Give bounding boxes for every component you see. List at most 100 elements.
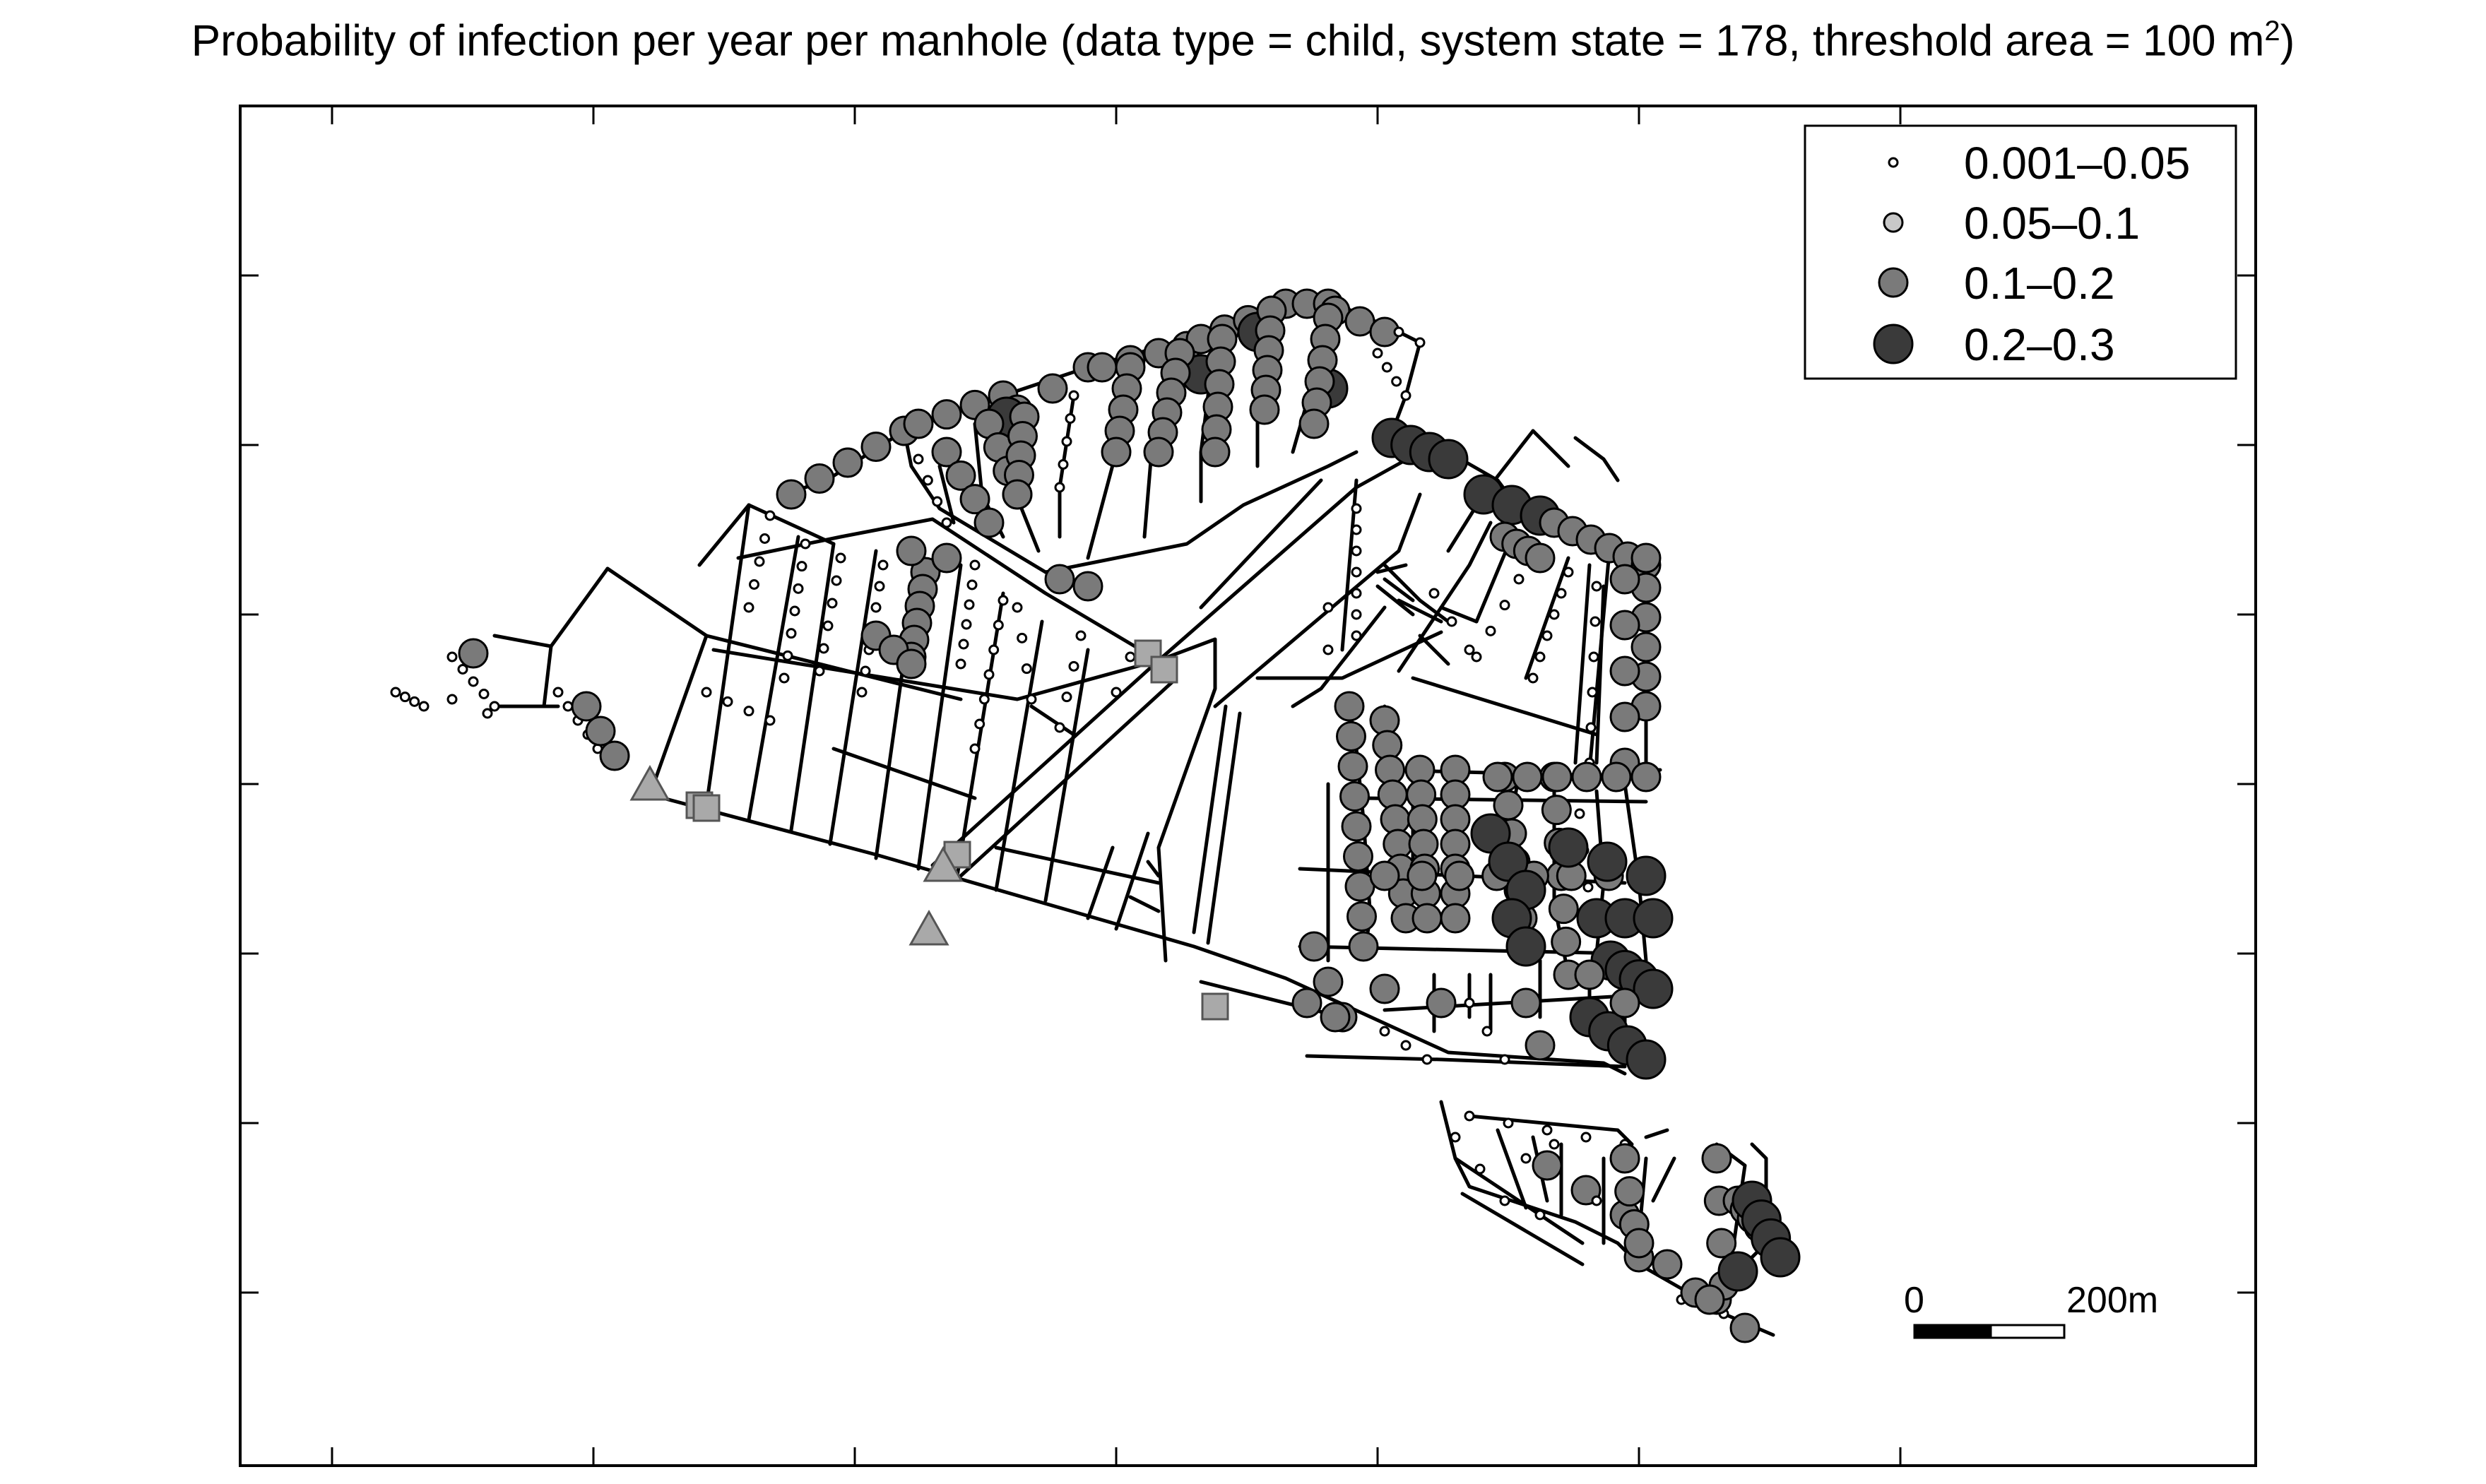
manhole-c1 <box>1351 566 1362 578</box>
manhole-c4 <box>1505 926 1546 967</box>
manhole-c1 <box>1068 390 1079 401</box>
pipe-segment <box>549 566 610 648</box>
manhole-c3 <box>1343 841 1373 872</box>
manhole-c1 <box>764 510 776 521</box>
manhole-c1 <box>478 689 490 699</box>
manhole-c3 <box>1609 564 1640 595</box>
manhole-c1 <box>789 605 800 617</box>
manhole-c3 <box>1369 973 1400 1004</box>
manhole-c1 <box>1351 630 1362 641</box>
manhole-c3 <box>1143 437 1174 468</box>
manhole-c1 <box>998 595 1009 606</box>
manhole-c1 <box>418 701 430 712</box>
pipe-segment <box>937 464 956 525</box>
legend-symbol-c2 <box>1883 212 1904 233</box>
manhole-c1 <box>870 602 882 613</box>
scale-bar-end-label: 200m <box>2066 1280 2158 1321</box>
manhole-c1 <box>446 651 458 663</box>
manhole-c1 <box>1585 722 1597 733</box>
manhole-c1 <box>457 664 468 675</box>
manhole-c1 <box>446 694 458 705</box>
map-title-text: Probability of infection per year per ma… <box>191 16 2265 66</box>
manhole-c1 <box>966 579 978 590</box>
manhole-c3 <box>1334 691 1365 722</box>
manhole-c1 <box>1421 1054 1433 1065</box>
manhole-c3 <box>1249 394 1280 425</box>
manhole-c3 <box>896 648 927 679</box>
pipe-segment <box>994 619 1044 892</box>
scale-bar-dark-segment <box>1913 1324 1992 1339</box>
pipe-segment <box>831 747 977 800</box>
outlet-triangle <box>908 909 949 946</box>
manhole-c1 <box>856 687 868 698</box>
manhole-c3 <box>931 399 962 430</box>
scale-bar-light-segment <box>1989 1324 2066 1339</box>
manhole-c3 <box>1341 811 1372 842</box>
manhole-c1 <box>1351 545 1362 557</box>
scale-bar-start-label: 0 <box>1904 1280 1924 1321</box>
manhole-c1 <box>764 715 776 726</box>
manhole-c3 <box>1571 761 1602 793</box>
manhole-c3 <box>1706 1228 1737 1259</box>
manhole-c3 <box>832 447 863 478</box>
manhole-c1 <box>1464 644 1475 655</box>
pipe-segment <box>1305 1054 1443 1062</box>
manhole-c1 <box>1075 630 1087 641</box>
manhole-c3 <box>571 691 602 722</box>
manhole-c3 <box>1630 631 1662 663</box>
manhole-c3 <box>1440 903 1471 934</box>
manhole-c3 <box>1037 373 1068 404</box>
manhole-c3 <box>1609 701 1640 732</box>
manhole-c1 <box>1549 1139 1560 1150</box>
manhole-c1 <box>722 696 733 707</box>
manhole-c3 <box>1532 1150 1563 1181</box>
pipe-segment <box>1375 563 1408 574</box>
manhole-c1 <box>969 743 981 754</box>
pipe-segment <box>1199 478 1323 610</box>
manhole-c3 <box>903 408 934 439</box>
manhole-c3 <box>1298 408 1330 439</box>
manhole-c1 <box>1379 1026 1390 1037</box>
pipe-segment <box>828 549 878 846</box>
manhole-c1 <box>1541 1124 1553 1136</box>
manhole-c3 <box>1482 761 1513 793</box>
manhole-c1 <box>1054 482 1065 493</box>
manhole-c1 <box>1065 413 1076 424</box>
manhole-c1 <box>1499 1054 1510 1065</box>
manhole-c1 <box>1591 1195 1602 1206</box>
outlet-square <box>692 794 721 822</box>
manhole-c1 <box>932 496 943 507</box>
manhole-c1 <box>1574 808 1585 819</box>
manhole-c3 <box>1609 655 1640 687</box>
pipe-segment <box>789 542 836 832</box>
manhole-c1 <box>1587 687 1598 698</box>
manhole-c4 <box>1760 1237 1801 1278</box>
manhole-c1 <box>1393 326 1404 338</box>
manhole-c1 <box>1054 722 1065 733</box>
pipe-segment <box>1146 860 1161 878</box>
manhole-c1 <box>796 561 807 572</box>
pipe-segment <box>704 503 751 807</box>
manhole-c1 <box>1351 524 1362 535</box>
manhole-c3 <box>1541 761 1573 793</box>
manhole-c1 <box>1351 588 1362 599</box>
pipe-segment <box>1213 492 1422 708</box>
manhole-c3 <box>1313 966 1344 997</box>
manhole-c3 <box>1652 1249 1683 1280</box>
manhole-c3 <box>931 437 962 468</box>
manhole-c1 <box>782 650 793 661</box>
manhole-c1 <box>759 533 770 544</box>
manhole-c1 <box>1556 588 1567 599</box>
pipe-segment <box>1383 563 1450 624</box>
manhole-c1 <box>983 669 995 680</box>
manhole-c3 <box>1630 542 1662 574</box>
pipe-segment <box>492 634 553 648</box>
manhole-c1 <box>800 538 811 550</box>
manhole-c1 <box>468 676 479 687</box>
manhole-c1 <box>955 658 966 670</box>
manhole-c3 <box>1609 987 1640 1019</box>
scale-bar: 0 200m <box>1904 1280 2158 1339</box>
legend-symbol-c4 <box>1873 323 1914 364</box>
manhole-c1 <box>390 687 401 698</box>
manhole-c3 <box>458 638 489 669</box>
